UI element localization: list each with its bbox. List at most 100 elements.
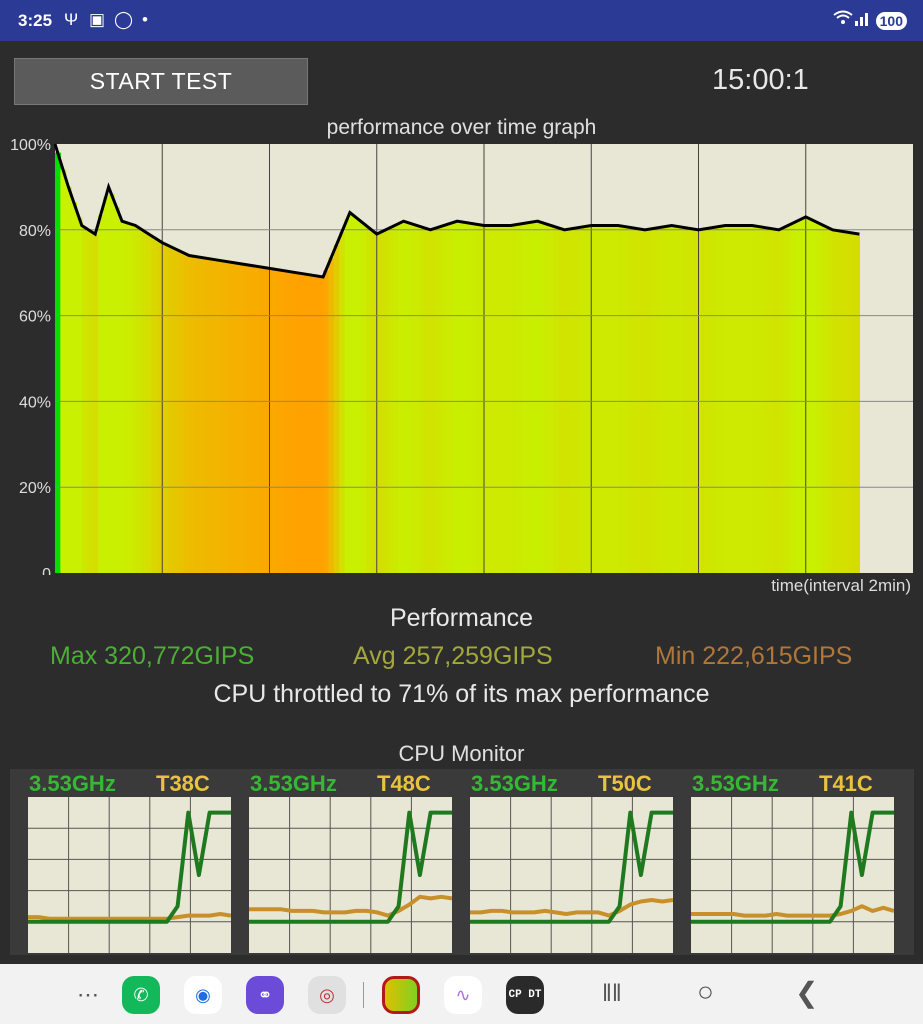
performance-bar	[805, 218, 812, 573]
performance-bar	[757, 226, 764, 573]
performance-bar	[414, 225, 421, 573]
performance-heading: Performance	[389, 604, 534, 632]
y-tick-label: 0	[42, 566, 51, 575]
performance-bar	[730, 225, 737, 573]
performance-bar	[623, 226, 630, 573]
performance-bar	[585, 225, 592, 573]
performance-bar	[296, 273, 303, 573]
performance-bar	[446, 223, 453, 573]
performance-bar	[210, 259, 217, 573]
performance-bar	[280, 270, 287, 573]
phone-icon[interactable]: ✆	[122, 976, 160, 1014]
performance-bar	[660, 226, 667, 573]
performance-bar	[714, 226, 721, 573]
performance-bar	[612, 225, 619, 573]
throttle-summary: CPU throttled to 71% of its max performa…	[213, 680, 710, 708]
performance-bar	[719, 225, 726, 573]
y-tick-label: 100%	[10, 137, 51, 154]
navigation-bar: ⋯ ✆ ◉ ⚭ ◎ ∿ CP DT ‖‖ ○ ❮	[0, 964, 923, 1024]
performance-bar	[403, 222, 410, 573]
performance-line	[53, 143, 860, 279]
performance-bar	[451, 222, 458, 573]
cpu-temperature: T48C	[377, 771, 431, 796]
performance-bar	[811, 220, 818, 573]
performance-bar	[226, 261, 233, 573]
performance-bar	[274, 269, 281, 573]
performance-bar	[76, 217, 83, 573]
performance-bar	[130, 224, 137, 573]
performance-bar	[569, 228, 576, 573]
performance-bar	[65, 186, 72, 573]
performance-bar	[328, 257, 335, 573]
dot-icon: •	[142, 10, 148, 29]
sim-icon: ◯	[114, 10, 134, 29]
performance-bar	[371, 231, 378, 573]
performance-bar	[500, 225, 507, 573]
performance-bar	[677, 226, 684, 573]
performance-bar	[366, 227, 372, 573]
performance-bar	[344, 219, 351, 573]
cpu-temperature-line	[249, 894, 452, 918]
performance-bar	[628, 227, 635, 573]
cpu-core-panel: 3.53GHz T50C	[452, 769, 673, 955]
cpu-frequency: 3.53GHz	[250, 771, 337, 796]
performance-bar	[360, 223, 367, 573]
performance-bar	[221, 261, 228, 573]
performance-bar	[151, 237, 158, 573]
performance-bar	[484, 225, 490, 573]
performance-bar	[398, 222, 405, 573]
cpu-monitor: 3.53GHz T38C 3.53GHz T48C 3.53GHz T50C 3…	[10, 769, 914, 955]
performance-bar	[242, 264, 249, 573]
cpdt-app-icon[interactable]: CP DT	[506, 976, 544, 1014]
performance-bar	[333, 244, 340, 573]
performance-bar	[709, 227, 716, 573]
performance-bar	[768, 228, 775, 573]
performance-bar	[601, 225, 608, 573]
performance-bar	[575, 227, 582, 573]
performance-bar	[376, 232, 383, 573]
performance-bar	[746, 225, 753, 573]
performance-bar	[821, 225, 828, 573]
performance-bar	[548, 225, 555, 573]
internet-icon[interactable]: ⚭	[246, 976, 284, 1014]
cpu-frequency-line	[249, 810, 452, 924]
camera-icon[interactable]: ◎	[308, 976, 346, 1014]
cpu-frequency: 3.53GHz	[29, 771, 116, 796]
y-tick-label: 40%	[19, 394, 51, 411]
cpu-temperature-line	[470, 898, 673, 918]
y-tick-label: 20%	[19, 480, 51, 497]
performance-bar	[666, 225, 673, 573]
performance-bar	[816, 223, 823, 573]
cpu-temperature: T38C	[156, 771, 210, 796]
cpu-core-chart	[691, 797, 894, 953]
usb-icon: Ψ	[64, 10, 79, 29]
performance-bar	[741, 225, 748, 573]
cpu-frequency-line	[470, 810, 673, 924]
performance-bar	[854, 233, 860, 573]
performance-bar	[183, 254, 190, 573]
performance-bar	[655, 227, 662, 573]
performance-bar	[323, 270, 330, 573]
performance-bar	[843, 231, 850, 573]
performance-bar	[510, 225, 517, 573]
performance-bar	[290, 272, 297, 573]
back-icon[interactable]: ❮	[795, 977, 819, 1008]
cpu-throttling-app-icon[interactable]	[382, 976, 420, 1014]
performance-bar	[178, 251, 185, 573]
performance-bar	[189, 255, 196, 573]
status-bar: 3:25 Ψ ▣ ◯ • 100	[0, 0, 923, 41]
audio-app-icon[interactable]: ∿	[444, 976, 482, 1014]
home-icon[interactable]: ○	[697, 976, 714, 1007]
app-drawer-icon[interactable]: ⋯	[77, 982, 99, 1007]
performance-bar	[457, 221, 464, 574]
start-test-button[interactable]: START TEST	[14, 58, 308, 105]
graph-x-axis-label: time(interval 2min)	[771, 576, 911, 595]
performance-bar	[795, 220, 801, 573]
messages-icon[interactable]: ◉	[184, 976, 222, 1014]
performance-bar	[521, 223, 528, 573]
performance-bar	[253, 266, 260, 573]
dock-divider	[363, 982, 364, 1008]
performance-bar	[489, 225, 496, 573]
performance-bar	[199, 257, 206, 573]
recents-icon[interactable]: ‖‖	[602, 980, 622, 1007]
